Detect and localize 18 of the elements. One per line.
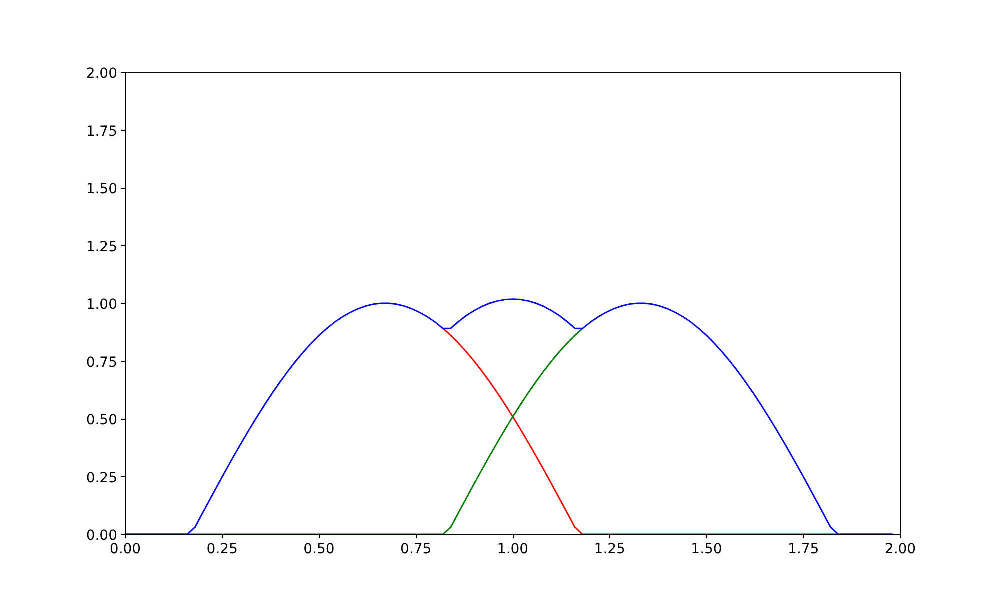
y-tick-label: 0.50 xyxy=(86,412,118,428)
x-tick-label: 1.00 xyxy=(497,542,529,558)
x-tick-label: 0.50 xyxy=(304,542,335,558)
y-tick-label: 1.75 xyxy=(86,124,118,140)
y-tick-label: 0.00 xyxy=(86,528,118,544)
y-tick-label: 2.00 xyxy=(86,66,118,82)
x-tick-label: 0.75 xyxy=(400,542,432,558)
x-tick-label: 0.00 xyxy=(110,542,142,558)
x-tick-label: 1.50 xyxy=(691,542,722,558)
y-tick-label: 0.25 xyxy=(86,470,118,486)
x-tick-label: 0.25 xyxy=(206,542,238,558)
x-tick-label: 2.00 xyxy=(884,542,916,558)
x-tick-label: 1.25 xyxy=(594,542,626,558)
y-tick-label: 1.25 xyxy=(86,239,118,256)
y-tick-label: 1.00 xyxy=(86,297,118,313)
y-tick-label: 0.75 xyxy=(86,354,118,371)
y-tick-label: 1.50 xyxy=(86,182,118,198)
x-tick-label: 1.75 xyxy=(788,542,820,558)
